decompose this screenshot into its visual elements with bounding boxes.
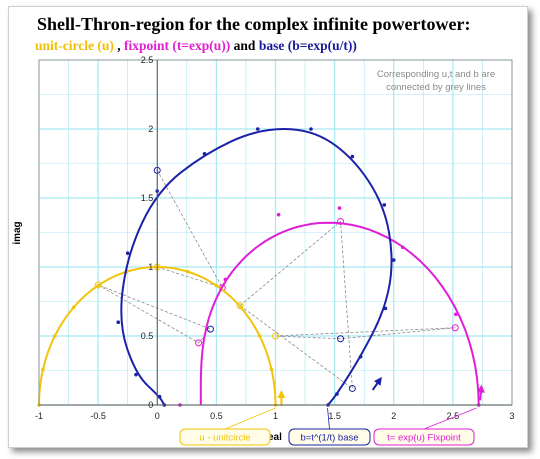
data-point-b — [157, 394, 162, 399]
data-point-u — [41, 367, 45, 372]
data-point-u — [239, 305, 243, 310]
data-point-u — [214, 283, 219, 288]
data-point-b — [255, 127, 260, 131]
connector-marker-t — [451, 324, 459, 332]
connector-marker-t — [337, 217, 345, 225]
x-tick-label: -0.5 — [90, 411, 106, 421]
series-line-b — [120, 127, 393, 406]
data-point-t — [400, 245, 405, 250]
y-tick-label: 2 — [148, 124, 153, 134]
data-point-t — [276, 212, 281, 217]
data-point-u — [53, 334, 57, 338]
axes: -1 -0.5 0 0.5 1 1.5 2 2.5 3 0 0.5 1 1.5 2 2.5 — [35, 55, 515, 421]
legend-label: t= exp(u) Fixpoint — [387, 433, 461, 444]
x-tick-label: 0 — [155, 411, 160, 421]
legend: u - unitcircle b=t^(1/t) base t= exp(u) Fi… — [179, 407, 477, 446]
x-tick-label: 2 — [391, 411, 396, 421]
data-point-b — [335, 392, 339, 396]
data-point-b — [350, 154, 355, 159]
chart-title: Shell-Thron-region for the complex infin… — [37, 14, 471, 34]
data-point-b — [116, 320, 121, 325]
annotation-line-1: Corresponding u,t and b are — [377, 69, 495, 80]
arrow-head — [277, 389, 286, 398]
data-point-b — [309, 127, 313, 131]
x-tick-label: 1.5 — [328, 411, 341, 421]
data-point-b — [391, 258, 396, 262]
annotation: Corresponding u,t and b are connected by… — [377, 69, 495, 93]
legend-item-fixpoint: t= exp(u) Fixpoint — [373, 407, 477, 446]
legend-box — [373, 428, 475, 446]
data-point-b — [383, 306, 388, 311]
y-tick-label: 2.5 — [141, 55, 154, 65]
connector-marker-b — [206, 325, 214, 333]
data-point-u — [71, 305, 76, 310]
legend-box — [179, 428, 271, 446]
x-axis-label: real — [264, 432, 282, 443]
legend-pointer — [224, 407, 276, 430]
legend-pointer — [327, 407, 330, 430]
subtitle-separator-1: , — [113, 38, 124, 53]
data-point-b — [382, 203, 387, 207]
data-point-b — [202, 152, 207, 156]
legend-pointer — [423, 407, 477, 430]
grid — [38, 59, 513, 406]
connector-marker-u — [94, 281, 102, 289]
y-tick-label: 0.5 — [141, 331, 154, 341]
direction-arrow-b — [371, 376, 382, 391]
x-tick-label: -1 — [35, 411, 43, 421]
series-line-t — [199, 221, 480, 406]
data-point-u — [186, 269, 190, 274]
data-point-u — [257, 334, 262, 338]
data-point-b — [125, 251, 130, 255]
direction-arrow-u — [277, 389, 286, 406]
data-point-t — [454, 312, 458, 317]
connector-triangle-3 — [97, 284, 212, 344]
data-point-t — [337, 206, 342, 210]
data-point-t — [223, 277, 228, 282]
arrow-head — [373, 376, 382, 386]
subtitle-unit-circle: unit-circle (u) — [35, 38, 114, 53]
subtitle-fixpoint: fixpoint (t=exp(u)) — [123, 38, 231, 53]
legend-box — [288, 428, 371, 446]
connector-marker-t — [195, 339, 203, 347]
connector-triangle-0 — [275, 327, 456, 340]
connector-triangle-1 — [239, 220, 353, 390]
connector-marker-b — [337, 335, 345, 343]
x-tick-label: 1 — [273, 411, 278, 421]
data-point-u — [269, 367, 274, 372]
x-tick-label: 3 — [509, 411, 514, 421]
legend-item-base: b=t^(1/t) base — [288, 407, 371, 446]
data-point-u — [96, 283, 100, 288]
y-tick-label: 1 — [148, 262, 153, 272]
legend-item-unit_circle: u - unitcircle — [179, 407, 276, 446]
chart-subtitle: unit-circle (u) , fixpoint (t=exp(u)) an… — [35, 38, 357, 54]
connector-marker-b — [348, 384, 356, 392]
arrow-head — [476, 384, 485, 393]
data-point-b — [134, 372, 138, 377]
connector-marker-u — [272, 332, 279, 340]
chart-frame — [8, 6, 528, 448]
y-axis-label: imag — [12, 221, 23, 244]
y-tick-label: 1.5 — [141, 193, 154, 203]
legend-label: b=t^(1/t) base — [300, 433, 358, 444]
legend-label: u - unitcircle — [199, 433, 250, 444]
y-tick-label: 0 — [148, 400, 153, 410]
subtitle-base: base (b=exp(u/t)) — [258, 38, 357, 53]
subtitle-separator-2: and — [230, 38, 259, 53]
annotation-line-2: connected by grey lines — [386, 82, 486, 93]
connector-triangle-2 — [156, 168, 224, 289]
x-tick-label: 2.5 — [447, 411, 460, 421]
data-point-b — [358, 354, 363, 359]
x-tick-label: 0.5 — [210, 411, 223, 421]
direction-arrow-t — [476, 384, 485, 401]
